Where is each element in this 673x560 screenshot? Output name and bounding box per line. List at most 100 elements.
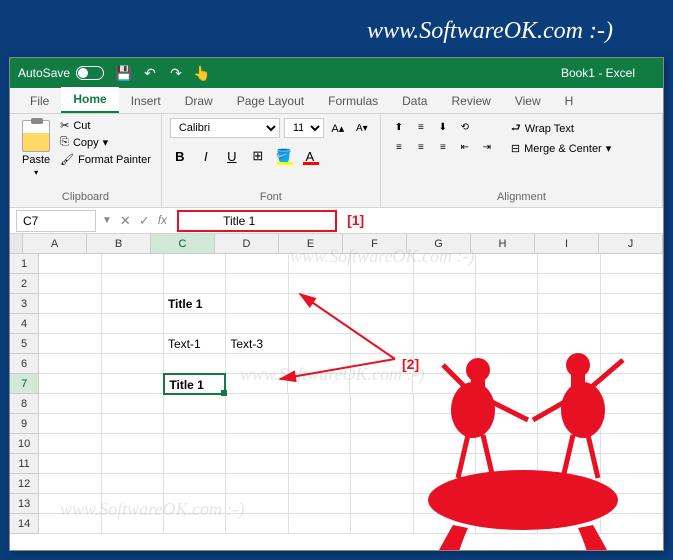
name-box[interactable]: [16, 210, 96, 232]
align-right-icon[interactable]: ≡: [433, 138, 453, 156]
row-header[interactable]: 13: [10, 494, 39, 514]
cell[interactable]: [102, 374, 165, 394]
cell[interactable]: Title 1: [164, 294, 226, 314]
cell[interactable]: [288, 374, 351, 394]
cell[interactable]: [601, 454, 663, 474]
cell[interactable]: [538, 374, 601, 394]
cell[interactable]: [414, 294, 476, 314]
cell[interactable]: [289, 354, 351, 374]
tab-h[interactable]: H: [553, 89, 586, 113]
border-button[interactable]: ⊞: [248, 146, 268, 166]
spreadsheet-grid[interactable]: ABCDEFGHIJ 123Title 145Text-1Text-367Tit…: [10, 234, 663, 550]
undo-icon[interactable]: ↶: [142, 65, 158, 81]
cell[interactable]: [538, 414, 600, 434]
cell[interactable]: [164, 274, 226, 294]
cell[interactable]: [39, 394, 101, 414]
cell[interactable]: [164, 454, 226, 474]
cell[interactable]: [414, 434, 476, 454]
cell[interactable]: [39, 294, 101, 314]
cell[interactable]: [39, 454, 101, 474]
cell[interactable]: [601, 334, 663, 354]
cell[interactable]: [39, 354, 101, 374]
row-header[interactable]: 6: [10, 354, 39, 374]
cell[interactable]: [476, 354, 538, 374]
cell[interactable]: [102, 394, 164, 414]
cell[interactable]: [601, 474, 663, 494]
cell[interactable]: [289, 254, 351, 274]
tab-file[interactable]: File: [18, 89, 61, 113]
cell[interactable]: [102, 414, 164, 434]
cell[interactable]: [476, 494, 538, 514]
select-all-corner[interactable]: [10, 234, 23, 254]
cell[interactable]: [164, 514, 226, 534]
font-size-select[interactable]: 11: [284, 118, 324, 138]
format-painter-button[interactable]: 🖌Format Painter: [58, 152, 153, 167]
save-icon[interactable]: 💾: [116, 65, 132, 81]
cell[interactable]: [476, 454, 538, 474]
cell[interactable]: [164, 414, 226, 434]
cell[interactable]: [226, 294, 288, 314]
column-header[interactable]: G: [407, 234, 471, 254]
cell[interactable]: [289, 274, 351, 294]
cell[interactable]: [226, 354, 288, 374]
tab-home[interactable]: Home: [61, 87, 118, 113]
cell[interactable]: [601, 514, 663, 534]
cell[interactable]: [351, 294, 413, 314]
cell[interactable]: [289, 454, 351, 474]
cell[interactable]: [351, 474, 413, 494]
cell[interactable]: [476, 414, 538, 434]
cell[interactable]: [414, 334, 476, 354]
cell[interactable]: [39, 334, 101, 354]
cell[interactable]: [39, 514, 101, 534]
cell[interactable]: [475, 374, 538, 394]
enter-icon[interactable]: ✓: [139, 213, 150, 229]
row-header[interactable]: 1: [10, 254, 39, 274]
cell[interactable]: [414, 514, 476, 534]
underline-button[interactable]: U: [222, 146, 242, 166]
cell[interactable]: [476, 394, 538, 414]
cell[interactable]: [414, 314, 476, 334]
merge-center-button[interactable]: ⊟Merge & Center ▾: [509, 141, 613, 156]
cell[interactable]: [289, 334, 351, 354]
cell[interactable]: [413, 374, 476, 394]
cell[interactable]: [39, 494, 101, 514]
cell[interactable]: [476, 314, 538, 334]
cell[interactable]: [102, 454, 164, 474]
cell[interactable]: [476, 434, 538, 454]
cell[interactable]: [102, 474, 164, 494]
cell[interactable]: [351, 394, 413, 414]
cell[interactable]: [39, 314, 101, 334]
cell[interactable]: [226, 514, 288, 534]
cell[interactable]: [102, 274, 164, 294]
cell[interactable]: [601, 254, 663, 274]
cell[interactable]: [226, 274, 288, 294]
column-header[interactable]: J: [599, 234, 663, 254]
align-left-icon[interactable]: ≡: [389, 138, 409, 156]
cell[interactable]: [39, 254, 101, 274]
italic-button[interactable]: I: [196, 146, 216, 166]
cell[interactable]: [601, 354, 663, 374]
tab-draw[interactable]: Draw: [173, 89, 225, 113]
fill-color-button[interactable]: 🪣: [274, 146, 294, 166]
tab-data[interactable]: Data: [390, 89, 439, 113]
align-top-icon[interactable]: ⬆: [389, 118, 409, 136]
row-header[interactable]: 5: [10, 334, 39, 354]
decrease-font-icon[interactable]: A▾: [352, 118, 372, 138]
row-header[interactable]: 14: [10, 514, 39, 534]
cell[interactable]: [601, 274, 663, 294]
column-header[interactable]: I: [535, 234, 599, 254]
cell[interactable]: [538, 494, 600, 514]
cell[interactable]: [601, 414, 663, 434]
cell[interactable]: [39, 414, 101, 434]
row-header[interactable]: 4: [10, 314, 39, 334]
cell[interactable]: [102, 354, 164, 374]
cell[interactable]: [102, 434, 164, 454]
cell[interactable]: [414, 274, 476, 294]
row-header[interactable]: 12: [10, 474, 39, 494]
cell[interactable]: [476, 334, 538, 354]
cell[interactable]: [289, 514, 351, 534]
cell[interactable]: [350, 374, 413, 394]
cell[interactable]: Title 1: [163, 373, 226, 395]
cell[interactable]: [289, 474, 351, 494]
cell[interactable]: [538, 274, 600, 294]
